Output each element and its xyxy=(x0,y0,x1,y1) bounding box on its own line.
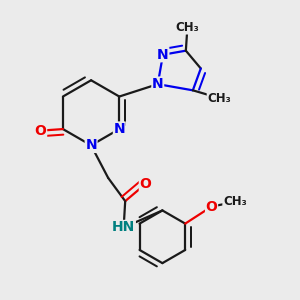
Text: N: N xyxy=(157,48,169,62)
Text: N: N xyxy=(113,122,125,136)
Text: CH₃: CH₃ xyxy=(207,92,231,105)
Text: O: O xyxy=(206,200,218,214)
Text: O: O xyxy=(35,124,46,138)
Text: O: O xyxy=(140,177,151,191)
Text: CH₃: CH₃ xyxy=(223,195,247,208)
Text: CH₃: CH₃ xyxy=(176,21,199,34)
Text: N: N xyxy=(85,138,97,152)
Text: N: N xyxy=(152,77,164,91)
Text: HN: HN xyxy=(112,220,135,235)
